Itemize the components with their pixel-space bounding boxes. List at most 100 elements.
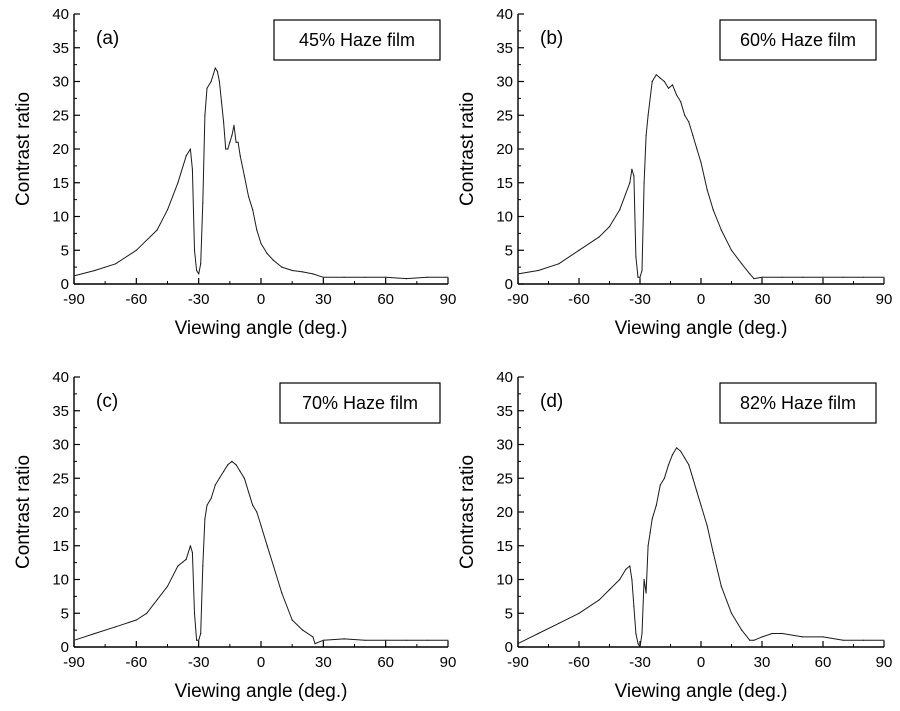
data-point bbox=[631, 168, 633, 170]
data-point bbox=[202, 565, 204, 567]
x-tick-label: -30 bbox=[188, 654, 210, 671]
data-point bbox=[842, 639, 844, 641]
data-point bbox=[637, 643, 639, 645]
data-point bbox=[73, 639, 75, 641]
legend-label: 82% Haze film bbox=[740, 393, 856, 413]
data-point bbox=[343, 638, 345, 640]
data-point bbox=[639, 276, 641, 278]
y-tick-label: 15 bbox=[496, 175, 513, 192]
data-point bbox=[115, 626, 117, 628]
data-point bbox=[272, 565, 275, 567]
data-point bbox=[676, 94, 678, 96]
data-series-line bbox=[517, 447, 884, 648]
data-point bbox=[135, 249, 137, 251]
data-point bbox=[647, 114, 649, 116]
y-tick-label: 15 bbox=[52, 538, 69, 555]
x-tick-label: -60 bbox=[125, 654, 147, 671]
data-point bbox=[639, 646, 641, 648]
y-tick-label: 35 bbox=[496, 403, 513, 420]
legend-box bbox=[719, 382, 877, 424]
data-point bbox=[608, 226, 611, 228]
data-point bbox=[260, 242, 262, 245]
data-point bbox=[647, 545, 649, 547]
data-point bbox=[663, 80, 666, 83]
x-tick-label: 90 bbox=[440, 291, 457, 308]
data-point bbox=[135, 619, 137, 621]
y-axis-title: Contrast ratio bbox=[457, 92, 478, 206]
y-tick-label: 10 bbox=[52, 209, 69, 226]
x-tick-label: -60 bbox=[125, 291, 147, 308]
data-point bbox=[231, 134, 233, 137]
x-tick-label: 0 bbox=[257, 654, 265, 671]
data-point bbox=[667, 87, 670, 89]
data-point bbox=[676, 447, 678, 449]
data-point bbox=[364, 639, 366, 641]
data-point bbox=[842, 276, 844, 278]
data-point bbox=[204, 518, 206, 520]
data-point bbox=[302, 271, 304, 273]
data-point bbox=[312, 273, 314, 275]
data-point bbox=[239, 470, 241, 473]
data-point bbox=[641, 632, 643, 635]
data-point bbox=[322, 639, 324, 641]
x-tick-label: 30 bbox=[315, 654, 332, 671]
data-point bbox=[227, 464, 229, 466]
data-point bbox=[663, 477, 666, 479]
data-point bbox=[643, 182, 645, 184]
data-point bbox=[608, 589, 611, 591]
data-point bbox=[252, 504, 254, 506]
x-tick-label: -60 bbox=[568, 291, 590, 308]
y-tick-label: 40 bbox=[496, 369, 513, 386]
x-tick-label: 60 bbox=[815, 291, 832, 308]
data-point bbox=[185, 155, 187, 157]
y-tick-label: 30 bbox=[52, 437, 69, 454]
data-point bbox=[243, 477, 245, 479]
x-tick-label: 0 bbox=[697, 291, 705, 308]
y-tick-label: 15 bbox=[496, 538, 513, 555]
y-tick-label: 5 bbox=[505, 242, 513, 259]
data-point bbox=[247, 195, 250, 197]
legend-box bbox=[273, 19, 441, 61]
data-point bbox=[730, 249, 733, 251]
y-tick-label: 35 bbox=[496, 40, 513, 57]
data-point bbox=[260, 524, 262, 527]
data-point bbox=[426, 276, 428, 278]
data-point bbox=[210, 497, 212, 500]
data-point bbox=[578, 612, 580, 614]
y-tick-label: 20 bbox=[52, 141, 69, 158]
data-point bbox=[447, 639, 449, 641]
data-point bbox=[193, 612, 196, 614]
data-point bbox=[629, 182, 631, 184]
y-tick-label: 5 bbox=[505, 605, 513, 622]
data-point bbox=[863, 276, 865, 278]
data-point bbox=[166, 209, 169, 211]
y-tick-label: 20 bbox=[52, 504, 69, 521]
data-point bbox=[198, 273, 200, 275]
data-point bbox=[156, 599, 158, 601]
data-point bbox=[266, 545, 268, 547]
y-tick-label: 10 bbox=[496, 572, 513, 589]
data-point bbox=[225, 148, 227, 150]
data-point bbox=[223, 121, 225, 123]
data-point bbox=[633, 605, 635, 608]
data-point bbox=[761, 276, 763, 278]
data-point bbox=[517, 273, 519, 275]
data-point bbox=[200, 263, 202, 265]
y-tick-label: 10 bbox=[496, 209, 513, 226]
x-tick-label: -30 bbox=[188, 291, 210, 308]
data-point bbox=[655, 504, 657, 506]
data-point bbox=[343, 276, 345, 278]
data-point bbox=[802, 276, 804, 278]
data-point bbox=[741, 629, 743, 631]
data-point bbox=[272, 259, 275, 261]
legend-label: 70% Haze film bbox=[302, 393, 418, 413]
data-point bbox=[753, 639, 755, 641]
data-point bbox=[231, 460, 233, 462]
data-point bbox=[156, 229, 158, 231]
chart-panel-4: -90 -60 -30 0 30 60 90 0 5 10 15 20 25 30 35 40 Viewing … bbox=[457, 369, 892, 702]
legend-label: 60% Haze film bbox=[740, 30, 856, 50]
data-point bbox=[706, 524, 708, 527]
data-point bbox=[235, 464, 237, 466]
data-point bbox=[177, 565, 179, 567]
data-point bbox=[256, 229, 258, 231]
